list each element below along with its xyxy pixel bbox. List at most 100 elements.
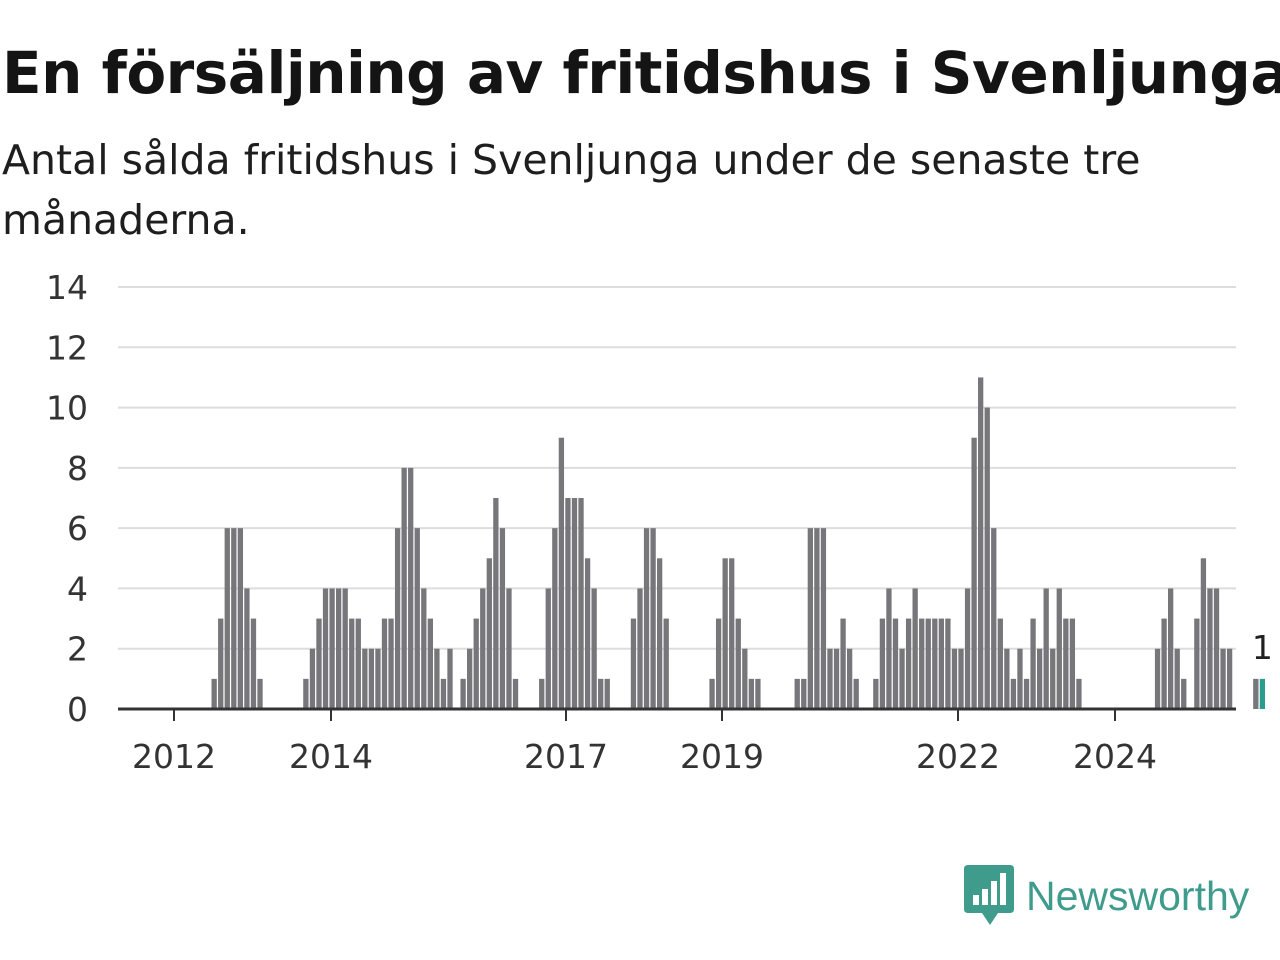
bar [1043, 588, 1049, 709]
bar [394, 528, 401, 709]
bar [853, 678, 859, 709]
bar-highlight [1259, 678, 1266, 709]
bar [820, 528, 827, 709]
bar [905, 618, 912, 709]
bar [1220, 648, 1226, 709]
bar [591, 588, 597, 709]
bar [978, 377, 984, 709]
newsworthy-logo-icon [964, 865, 1014, 925]
bars [211, 377, 1266, 709]
bar [899, 648, 905, 709]
bar [309, 648, 316, 709]
bar [1004, 648, 1010, 709]
y-tick-label: 12 [46, 328, 88, 367]
bar [997, 618, 1003, 709]
bar [571, 498, 578, 709]
x-tick-label: 2019 [680, 737, 764, 776]
bar [539, 678, 545, 709]
bar [578, 498, 584, 709]
bar [748, 678, 755, 709]
bar [873, 678, 879, 709]
bar [1010, 678, 1017, 709]
bar [467, 648, 473, 709]
bar [1213, 588, 1220, 709]
bar [722, 558, 728, 709]
bar [971, 437, 977, 709]
bar [1154, 648, 1161, 709]
bar [637, 588, 643, 709]
brand-name: Newsworthy [1026, 872, 1250, 919]
bar [401, 467, 407, 709]
bar [368, 648, 375, 709]
bar [434, 648, 440, 709]
bar [342, 588, 348, 709]
bar [257, 678, 263, 709]
bar [250, 618, 257, 709]
y-tick-label: 6 [67, 509, 88, 548]
chart-title: En försäljning av fritidshus i Svenljung… [2, 39, 1280, 107]
bar [938, 618, 945, 709]
bar [984, 407, 990, 709]
chart-subtitle: Antal sålda fritidshus i Svenljunga unde… [2, 136, 1141, 244]
bar [1030, 618, 1036, 709]
bar [840, 618, 846, 709]
bar [1063, 618, 1069, 709]
bar [1253, 678, 1259, 709]
bar [218, 618, 224, 709]
bar [473, 618, 479, 709]
bar [879, 618, 886, 709]
bar [958, 648, 964, 709]
bar [565, 498, 571, 709]
gridlines [118, 286, 1236, 650]
bar [558, 437, 565, 709]
bar [932, 618, 938, 709]
bar [440, 678, 447, 709]
bar [1036, 648, 1043, 709]
bar [493, 498, 499, 709]
bar [1168, 588, 1174, 709]
bar [715, 618, 722, 709]
bar [1226, 648, 1233, 709]
bar [604, 678, 610, 709]
bar [945, 618, 951, 709]
x-tick-label: 2014 [289, 737, 373, 776]
y-tick-label: 2 [67, 630, 88, 669]
x-tick-label: 2024 [1073, 737, 1157, 776]
bar [224, 528, 230, 709]
y-tick-label: 8 [67, 449, 88, 488]
bar [512, 678, 519, 709]
bar [322, 588, 329, 709]
y-tick-label: 0 [67, 690, 88, 729]
x-tick-label: 2017 [524, 737, 608, 776]
bar [506, 588, 512, 709]
bar [709, 678, 715, 709]
bar [729, 558, 735, 709]
bar [1207, 588, 1213, 709]
bar [807, 528, 813, 709]
bar [375, 648, 381, 709]
bar [735, 618, 741, 709]
bar [303, 678, 309, 709]
bar [460, 678, 466, 709]
bar [1050, 648, 1056, 709]
bar [211, 678, 217, 709]
bar [362, 648, 368, 709]
bar [919, 618, 925, 709]
bar [1181, 678, 1187, 709]
bar [427, 618, 434, 709]
bar [1023, 678, 1030, 709]
bar [349, 618, 355, 709]
bar [833, 648, 840, 709]
bar [630, 618, 637, 709]
bar [827, 648, 833, 709]
bar [663, 618, 669, 709]
bar [742, 648, 748, 709]
bar [244, 588, 250, 709]
bar [329, 588, 335, 709]
bar [755, 678, 761, 709]
x-tick-label: 2022 [916, 737, 1000, 776]
bar [414, 528, 420, 709]
bar [801, 678, 807, 709]
bar [381, 618, 388, 709]
